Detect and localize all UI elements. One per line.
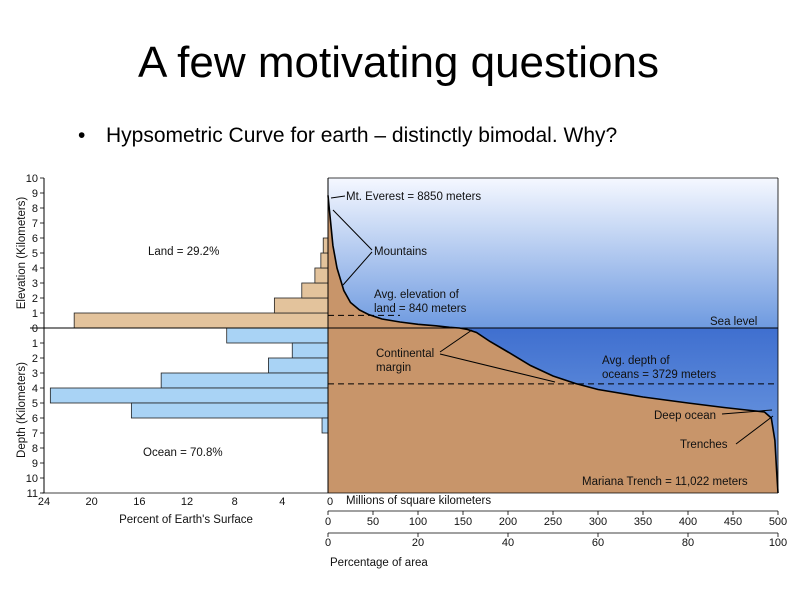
land-percent-label: Land = 29.2% (148, 246, 219, 258)
land-bar (301, 282, 329, 299)
histogram-x-tick-label: 8 (232, 496, 238, 508)
depth-tick-label: 8 (32, 443, 38, 455)
land-area-fill (328, 195, 778, 494)
area-x-tick-label-top: 150 (454, 516, 472, 528)
depth-tick-label: 4 (32, 383, 38, 395)
continental-leader-1 (439, 329, 473, 353)
ocean-bar (226, 327, 329, 344)
avg-depth-label-2: oceans = 3729 meters (602, 369, 716, 381)
everest-leader (330, 195, 346, 199)
deep-ocean-label: Deep ocean (654, 410, 716, 422)
percentage-tick-label: 80 (682, 537, 694, 549)
ocean-bar (130, 402, 329, 419)
histogram-x-tick-label: 0 (327, 496, 333, 508)
slide-title: A few motivating questions (138, 38, 659, 87)
area-x-tick-label-top: 200 (499, 516, 517, 528)
everest-label: Mt. Everest = 8850 meters (346, 191, 481, 203)
elevation-tick-label: 9 (32, 188, 38, 200)
area-x-tick-label-top: 450 (724, 516, 742, 528)
bullet-icon: • (78, 124, 86, 147)
depth-tick-label: 5 (32, 398, 38, 410)
elevation-tick-label: 1 (32, 308, 38, 320)
continental-margin-label-1: Continental (376, 348, 434, 360)
land-bar (322, 237, 329, 254)
area-x-tick-label-top: 50 (367, 516, 379, 528)
land-bar (73, 312, 329, 329)
percentage-tick-label: 100 (769, 537, 787, 549)
elevation-tick-label: 5 (32, 248, 38, 260)
elevation-tick-label: 6 (32, 233, 38, 245)
sky-background (328, 178, 778, 328)
histogram-bars (49, 237, 329, 434)
ocean-percent-label: Ocean = 70.8% (143, 447, 223, 459)
bullet-point: • Hypsometric Curve for earth – distinctl… (78, 124, 617, 148)
bullet-text: Hypsometric Curve for earth – distinctly… (106, 124, 618, 147)
percentage-tick-label: 60 (592, 537, 604, 549)
hypsometric-curve (327, 195, 779, 494)
trenches-leader (735, 415, 774, 445)
elevation-tick-label: 2 (32, 293, 38, 305)
elevation-tick-label: 3 (32, 278, 38, 290)
percentage-tick-label: 20 (412, 537, 424, 549)
mountains-leader-1 (332, 209, 373, 251)
depth-tick-label: 7 (32, 428, 38, 440)
continental-leader-2 (439, 353, 556, 383)
area-x-tick-label-top: 350 (634, 516, 652, 528)
mariana-trench-label: Mariana Trench = 11,022 meters (582, 476, 748, 488)
elevation-tick-label: 0 (32, 323, 38, 335)
depth-tick-label: 9 (32, 458, 38, 470)
ocean-bar (49, 387, 329, 404)
percentage-tick-label: 0 (325, 537, 331, 549)
depth-tick-label: 3 (32, 368, 38, 380)
elevation-tick-label: 8 (32, 203, 38, 215)
histogram-x-tick-label: 24 (38, 496, 50, 508)
avg-elevation-label-1: Avg. elevation of (374, 289, 460, 301)
area-x-axis-label-top: Millions of square kilometers (346, 495, 491, 507)
deep-ocean-leader (721, 409, 773, 415)
area-x-tick-label-top: 0 (325, 516, 331, 528)
histogram-x-axis-label: Percent of Earth's Surface (119, 514, 253, 526)
mountains-leader-2 (342, 251, 373, 286)
depth-tick-label: 2 (32, 353, 38, 365)
ocean-bar (291, 342, 329, 359)
area-x-tick-label-top: 250 (544, 516, 562, 528)
area-x-tick-label-top: 400 (679, 516, 697, 528)
ocean-bar (160, 372, 329, 389)
histogram-x-tick-label: 12 (181, 496, 193, 508)
avg-depth-label-1: Avg. depth of (602, 355, 670, 367)
area-x-tick-label-top: 100 (409, 516, 427, 528)
percentage-axis-label: Percentage of area (330, 557, 428, 569)
land-bar (320, 252, 329, 269)
area-x-tick-label-top: 300 (589, 516, 607, 528)
mountains-label: Mountains (374, 246, 427, 258)
histogram-x-tick-label: 20 (86, 496, 98, 508)
annotations: Land = 29.2% Ocean = 70.8% Mt. Everest = 8… (143, 191, 778, 488)
histogram-x-tick-label: 4 (279, 496, 285, 508)
depth-axis-label: Depth (Kilometers) (16, 362, 28, 458)
continental-margin-label-2: margin (376, 362, 411, 374)
area-x-tick-label-top: 500 (769, 516, 787, 528)
depth-tick-label: 10 (26, 473, 38, 485)
depth-tick-label: 6 (32, 413, 38, 425)
ocean-bar (321, 417, 329, 434)
land-bar (273, 297, 329, 314)
elevation-tick-label: 7 (32, 218, 38, 230)
land-bar (314, 267, 329, 284)
elevation-tick-label: 10 (26, 173, 38, 185)
trenches-label: Trenches (680, 439, 728, 451)
sea-level-label: Sea level (710, 316, 757, 328)
elevation-tick-label: 4 (32, 263, 38, 275)
histogram-x-tick-label: 16 (133, 496, 145, 508)
percentage-tick-label: 40 (502, 537, 514, 549)
depth-tick-label: 1 (32, 338, 38, 350)
avg-elevation-label-2: land = 840 meters (374, 303, 467, 315)
ocean-bar (268, 357, 329, 374)
elevation-axis-label: Elevation (Kilometers) (16, 197, 28, 310)
curve-line (327, 195, 779, 494)
depth-tick-label: 11 (27, 488, 38, 500)
